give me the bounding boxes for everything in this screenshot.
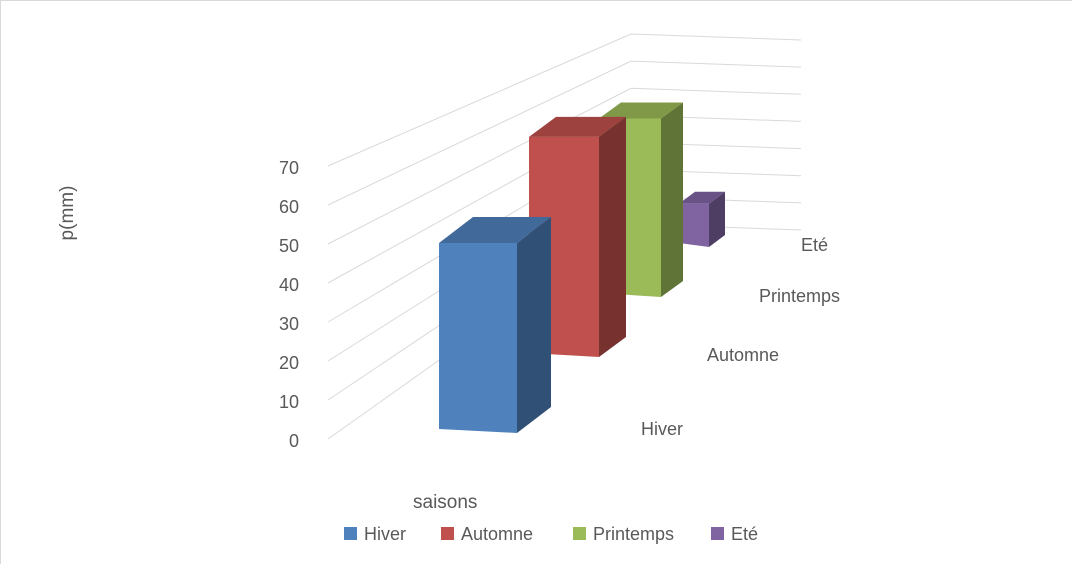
bar-side <box>709 191 725 247</box>
legend-label: Automne <box>461 524 533 544</box>
y-axis-ticks: 0 10 20 30 40 50 60 70 <box>279 158 299 451</box>
legend-label: Hiver <box>364 524 406 544</box>
bar-front <box>439 243 517 433</box>
x-axis-title: saisons <box>413 492 477 513</box>
legend-item: Eté <box>711 524 758 544</box>
gridline <box>327 60 802 206</box>
category-label: Eté <box>801 235 828 255</box>
bar-top <box>599 102 683 119</box>
bar-top <box>529 116 626 137</box>
y-tick-label: 40 <box>279 275 299 295</box>
legend-swatch <box>441 527 454 540</box>
y-tick-label: 10 <box>279 392 299 412</box>
gridline <box>327 87 802 245</box>
legend-label: Eté <box>731 524 758 544</box>
y-tick-label: 70 <box>279 158 299 178</box>
category-labels: Hiver Automne Printemps Eté <box>641 235 840 439</box>
bar-front <box>679 203 709 247</box>
category-label: Hiver <box>641 419 683 439</box>
legend-swatch <box>344 527 357 540</box>
y-tick-label: 30 <box>279 314 299 334</box>
y-tick-label: 50 <box>279 236 299 256</box>
bar-3 <box>679 191 725 247</box>
category-label: Printemps <box>759 286 840 306</box>
gridline <box>327 33 802 167</box>
legend-label: Printemps <box>593 524 674 544</box>
bar-top <box>679 191 725 204</box>
bar-side <box>661 102 683 297</box>
y-tick-label: 0 <box>289 431 299 451</box>
bars <box>439 102 725 433</box>
y-tick-label: 20 <box>279 353 299 373</box>
y-axis-title: p(mm) <box>57 186 78 241</box>
legend-item: Printemps <box>573 524 674 544</box>
bar-side <box>599 116 626 358</box>
bar-0 <box>439 217 551 433</box>
bar-top <box>439 217 551 243</box>
category-label: Automne <box>707 345 779 365</box>
legend-swatch <box>573 527 586 540</box>
bar-side <box>517 217 551 433</box>
legend-item: Hiver <box>344 524 406 544</box>
legend: Hiver Automne Printemps Eté <box>344 524 758 544</box>
legend-swatch <box>711 527 724 540</box>
y-tick-label: 60 <box>279 197 299 217</box>
legend-item: Automne <box>441 524 533 544</box>
